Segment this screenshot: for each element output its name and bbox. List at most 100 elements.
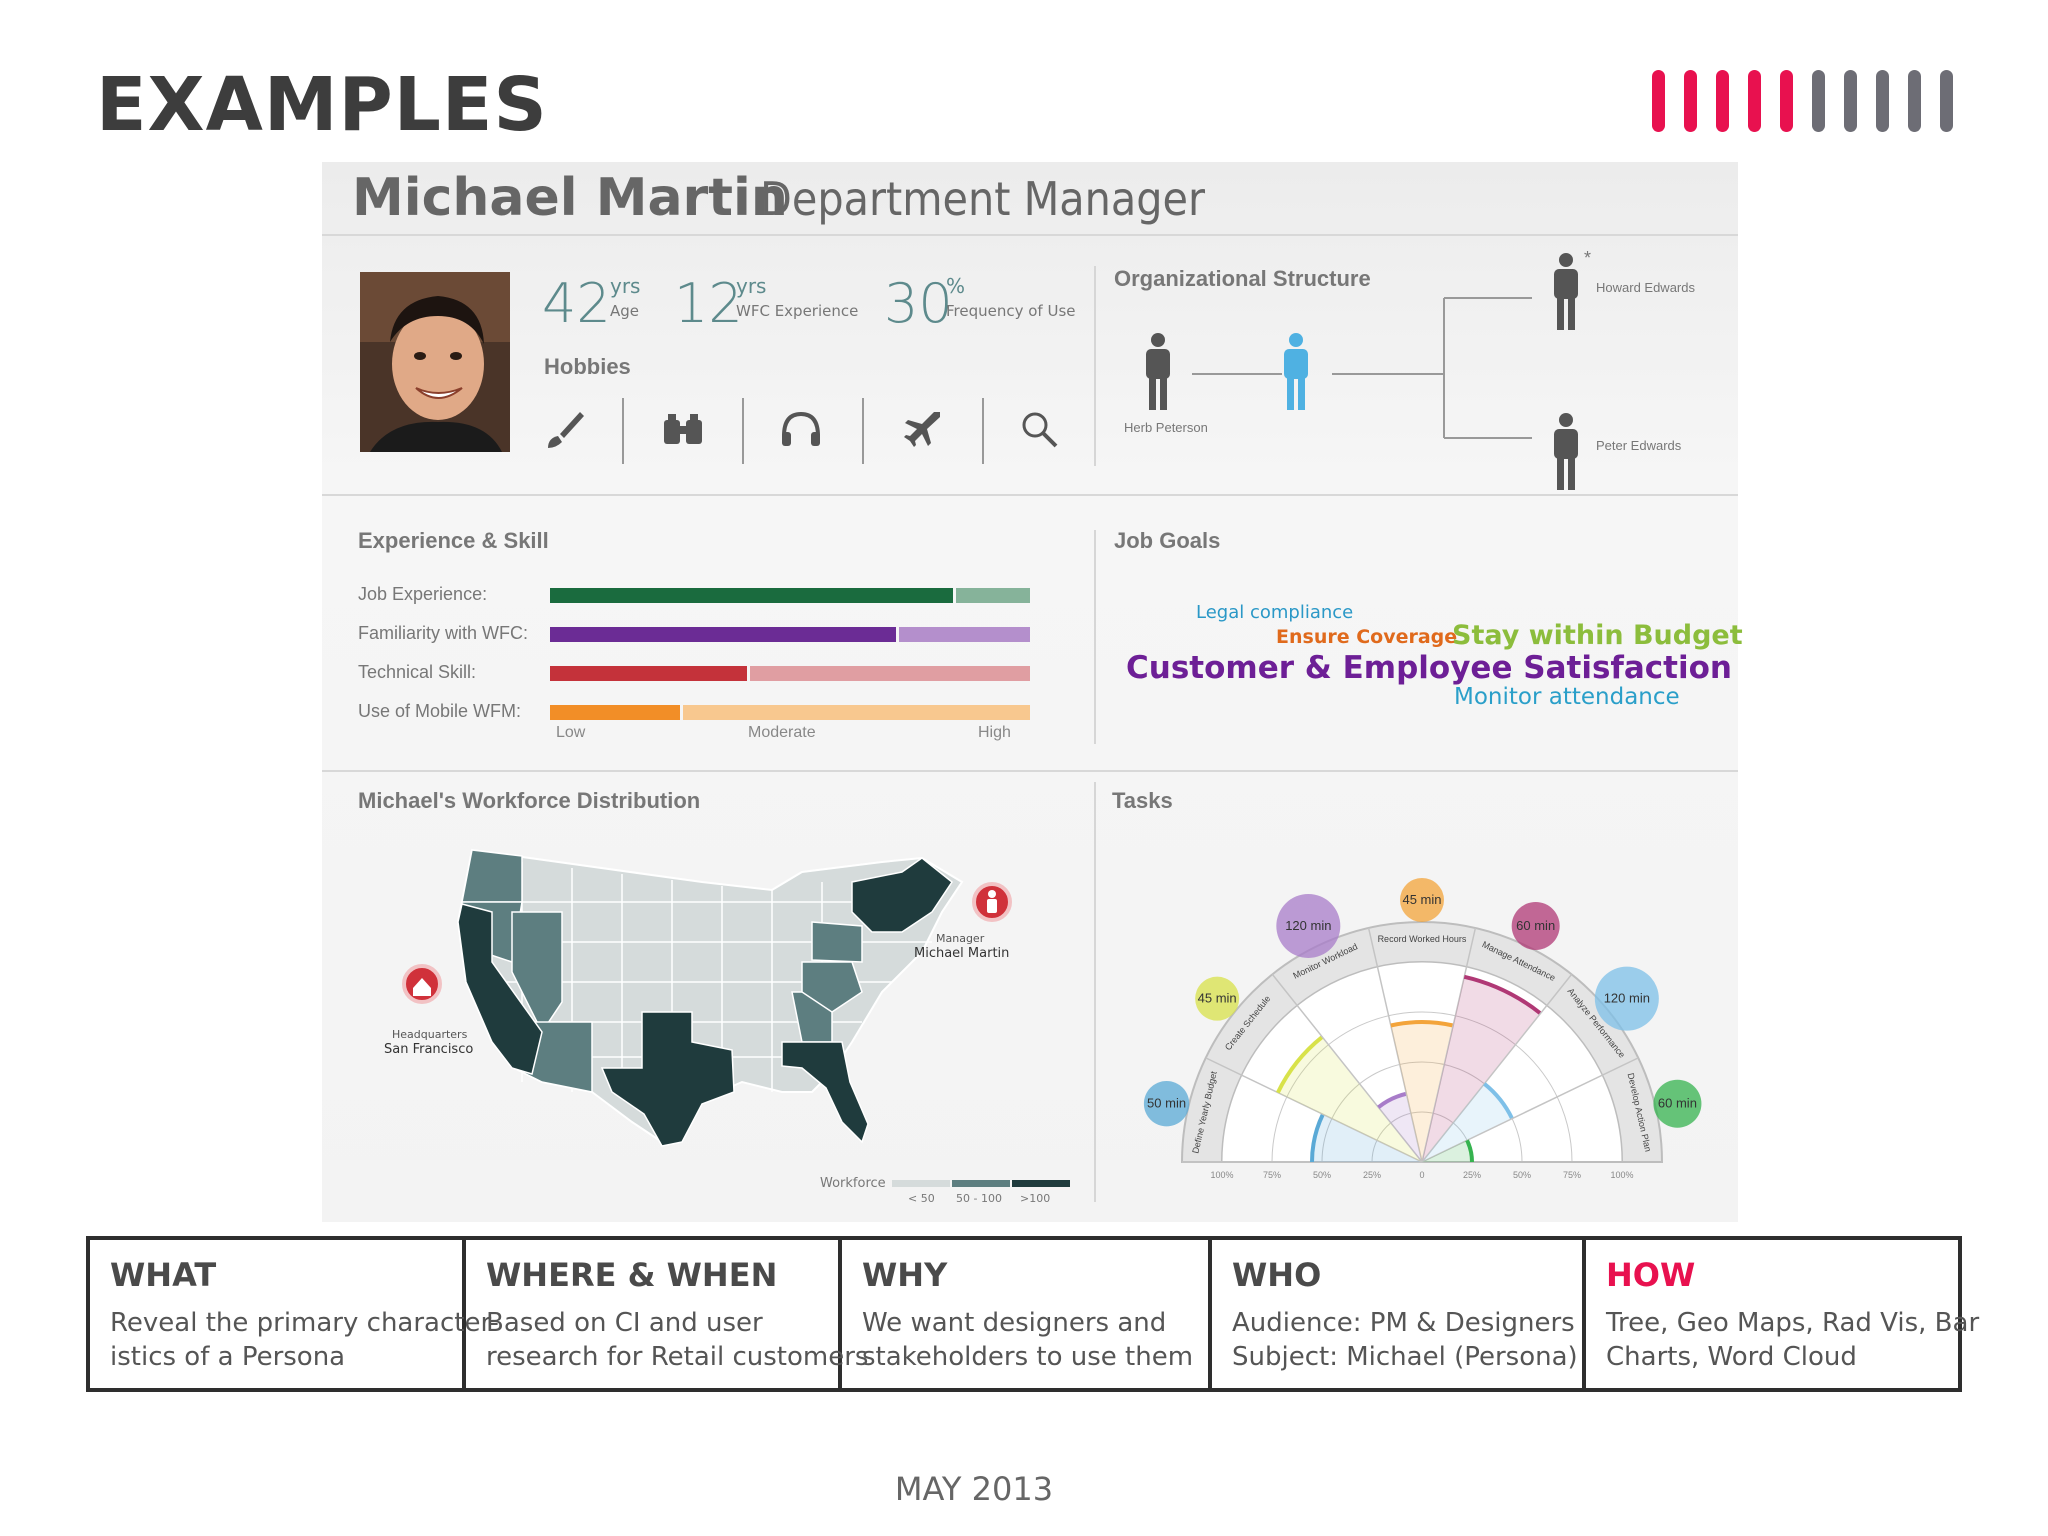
- skill-bar-remainder: [750, 666, 1030, 681]
- task-level-arc: [1276, 1035, 1324, 1094]
- chart-ring: [1271, 1011, 1573, 1163]
- chart-spoke: [1421, 927, 1477, 1163]
- stat-age-unit: yrs: [610, 274, 641, 298]
- person-icon-herb: [1146, 333, 1170, 410]
- goal-monitor-attendance: Monitor attendance: [1454, 684, 1680, 710]
- task-level-arc: [1310, 1113, 1325, 1163]
- chart-axis-label: 100%: [1210, 1170, 1233, 1180]
- goal-satisfaction: Customer & Employee Satisfaction: [1126, 650, 1732, 686]
- org-label-howard: Howard Edwards: [1596, 280, 1695, 295]
- chart-axis-label: 100%: [1610, 1170, 1633, 1180]
- task-duration-bubble: [1594, 966, 1659, 1031]
- us-workforce-map: [402, 848, 1012, 1147]
- hobbies-title: Hobbies: [544, 354, 631, 379]
- binoculars-icon: [660, 406, 706, 452]
- person-icon-michael: [1284, 333, 1308, 410]
- chart-axis-label: 25%: [1463, 1170, 1481, 1180]
- summary-head-what: WHAT: [110, 1256, 217, 1294]
- task-duration-bubble: [1143, 1081, 1190, 1127]
- task-slice: [1422, 1140, 1472, 1162]
- scale-low: Low: [556, 724, 586, 741]
- task-slice: [1422, 976, 1541, 1162]
- stat-age: 42: [542, 272, 611, 335]
- brand-stripe: [1908, 70, 1921, 132]
- task-slice: [1277, 1036, 1422, 1162]
- goal-ensure-coverage: Ensure Coverage: [1276, 626, 1458, 648]
- skill-bar-level: [550, 627, 896, 642]
- skill-bar-level: [550, 588, 953, 603]
- brand-stripe: [1844, 70, 1857, 132]
- stat-frequency: 30: [884, 272, 953, 335]
- task-duration-label: 45 min: [1198, 991, 1237, 1006]
- hq-city: San Francisco: [384, 1042, 474, 1057]
- skill-bar-level: [550, 666, 747, 681]
- summary-body-what: Reveal the primary character- istics of …: [110, 1308, 499, 1372]
- brand-stripes: [1652, 70, 1956, 132]
- brand-stripe: [1716, 70, 1729, 132]
- legend-swatch-low: [892, 1180, 950, 1187]
- task-slice: [1390, 1022, 1454, 1162]
- chart-axis-label: 25%: [1363, 1170, 1381, 1180]
- org-asterisk: *: [1584, 248, 1592, 268]
- stat-experience: 12: [674, 272, 743, 335]
- stat-experience-unit: yrs: [736, 274, 767, 298]
- persona-card: Michael Martin Department Manager 42 yrs…: [322, 162, 1743, 1222]
- chart-axis-label: 0: [1419, 1170, 1424, 1180]
- goal-legal-compliance: Legal compliance: [1196, 602, 1354, 623]
- brand-stripe: [1652, 70, 1665, 132]
- task-slice: [1422, 1083, 1513, 1162]
- skill-bar-remainder: [956, 588, 1030, 603]
- task-duration-label: 120 min: [1604, 991, 1650, 1006]
- task-level-arc: [1377, 1091, 1407, 1109]
- summary-head-why: WHY: [862, 1256, 948, 1294]
- task-duration-label: 50 min: [1147, 1096, 1186, 1111]
- paintbrush-icon: [542, 406, 588, 452]
- summary-cell-why: WHY We want designers and stakeholders t…: [842, 1240, 1212, 1388]
- chart-spoke: [1421, 973, 1573, 1163]
- task-slice: [1378, 1093, 1422, 1162]
- skill-label: Technical Skill:: [358, 662, 477, 682]
- airplane-icon: [900, 406, 946, 452]
- chart-axis-label: 75%: [1263, 1170, 1281, 1180]
- brand-stripe: [1876, 70, 1889, 132]
- tasks-title: Tasks: [1112, 788, 1173, 813]
- task-duration-label: 60 min: [1516, 918, 1555, 933]
- manager-name: Michael Martin: [914, 946, 1010, 961]
- summary-head-how: HOW: [1606, 1256, 1696, 1294]
- task-duration-bubble: [1511, 901, 1560, 950]
- task-duration-bubble: [1276, 893, 1341, 958]
- person-icon-peter: [1554, 413, 1578, 490]
- task-level-arc: [1465, 1139, 1474, 1163]
- persona-name: Michael Martin: [352, 168, 788, 228]
- stat-frequency-unit: %: [946, 274, 966, 298]
- summary-cell-what: WHAT Reveal the primary character- istic…: [90, 1240, 499, 1388]
- org-tree: [1192, 297, 1532, 439]
- legend-label-low: < 50: [908, 1192, 935, 1205]
- summary-head-who: WHO: [1232, 1256, 1322, 1294]
- task-level-arc: [1390, 1020, 1454, 1028]
- brand-stripe: [1748, 70, 1761, 132]
- task-name-label: Record Worked Hours: [1378, 934, 1467, 944]
- job-goals-title: Job Goals: [1114, 528, 1221, 553]
- brand-stripe: [1940, 70, 1953, 132]
- brand-stripe: [1780, 70, 1793, 132]
- person-icon-howard: [1554, 253, 1578, 330]
- chart-spoke: [1367, 927, 1423, 1163]
- task-slice: [1312, 1114, 1422, 1162]
- chart-axis-label: 75%: [1563, 1170, 1581, 1180]
- org-label-herb: Herb Peterson: [1124, 420, 1208, 435]
- summary-cell-where-when: WHERE & WHEN Based on CI and user resear…: [466, 1240, 868, 1388]
- task-level-arc: [1463, 974, 1542, 1016]
- task-duration-bubble: [1195, 976, 1240, 1021]
- task-duration-label: 60 min: [1658, 1096, 1697, 1111]
- summary-body-why: We want designers and stakeholders to us…: [862, 1308, 1194, 1372]
- task-duration-bubble: [1653, 1079, 1702, 1128]
- workforce-map-title: Michael's Workforce Distribution: [358, 788, 701, 813]
- persona-role: Department Manager: [760, 172, 1205, 226]
- chart-spoke: [1271, 973, 1423, 1163]
- chart-spoke: [1205, 1057, 1423, 1163]
- experience-skill-title: Experience & Skill: [358, 528, 549, 553]
- brand-stripe: [1684, 70, 1697, 132]
- stat-frequency-label: Frequency of Use: [946, 302, 1076, 320]
- stat-experience-label: WFC Experience: [736, 302, 859, 320]
